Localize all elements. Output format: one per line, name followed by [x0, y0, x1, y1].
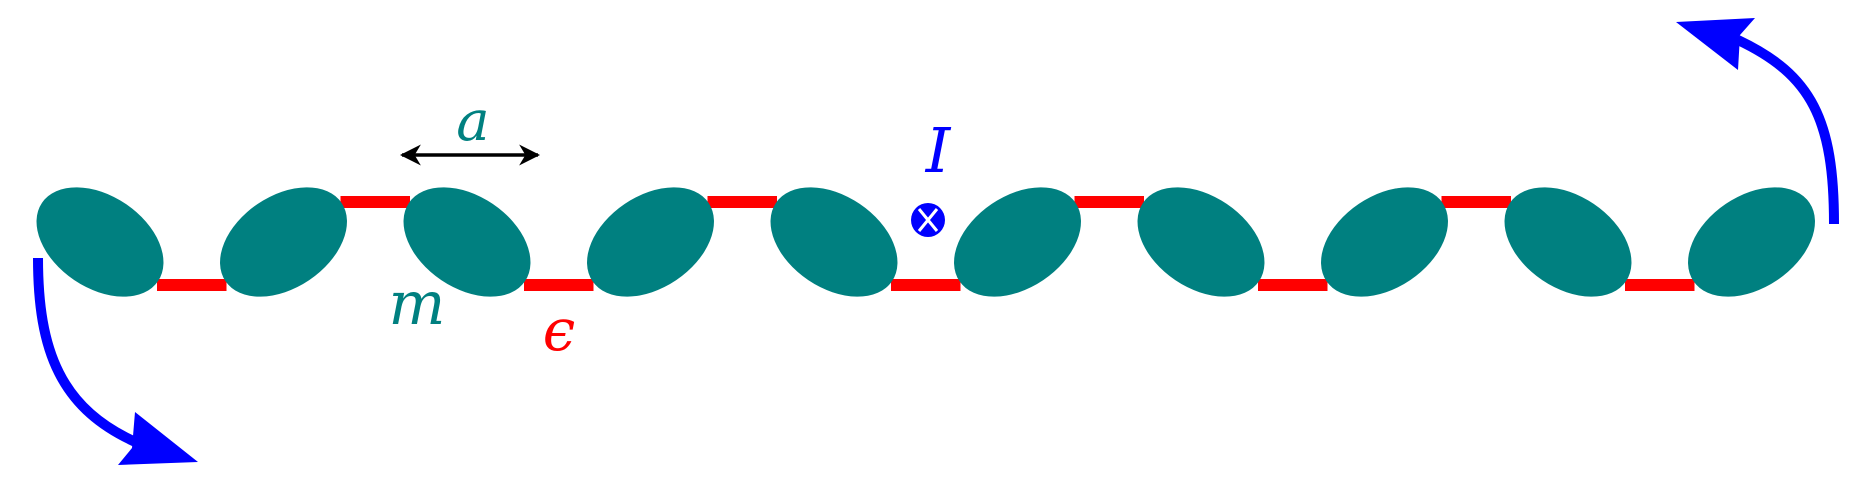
- bead: [587, 187, 714, 297]
- bond: [891, 279, 961, 291]
- bond: [707, 196, 777, 208]
- bond: [1625, 279, 1695, 291]
- bead: [954, 187, 1081, 297]
- rotation-arrow-left: [33, 257, 198, 465]
- bead: [1504, 187, 1632, 297]
- bead: [36, 187, 164, 297]
- circle-x-icon: [911, 203, 945, 237]
- bond: [1074, 196, 1144, 208]
- bead: [1321, 187, 1448, 297]
- bead: [220, 187, 347, 297]
- bead: [770, 187, 898, 297]
- bond: [1441, 196, 1511, 208]
- curved-arrow-icon: [1676, 18, 1755, 70]
- label-mass: m: [389, 269, 446, 339]
- bead: [1137, 187, 1265, 297]
- label-current: I: [925, 114, 952, 187]
- curved-arrow-icon: [118, 412, 198, 465]
- bead: [1688, 187, 1815, 297]
- bond: [1258, 279, 1328, 291]
- label-lattice-spacing: a: [456, 89, 489, 154]
- rotation-arrow-right: [1676, 18, 1839, 225]
- bead-group: [36, 187, 1815, 297]
- bead: [403, 187, 531, 297]
- bond-group: [157, 196, 1695, 291]
- label-coupling: ϵ: [543, 296, 575, 364]
- bond: [157, 279, 227, 291]
- bond: [340, 196, 410, 208]
- bond: [524, 279, 594, 291]
